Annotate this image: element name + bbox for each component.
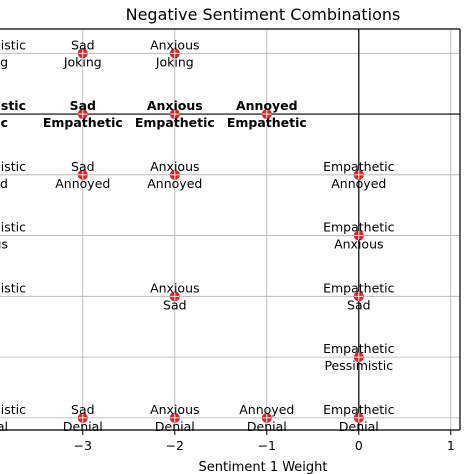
point-label-top: Anxious [150, 159, 199, 174]
point-label-top: Anxious [150, 402, 199, 417]
reference-lines [0, 29, 460, 430]
point-label-top: Empathetic [323, 280, 395, 295]
x-tick-label: −1 [258, 438, 276, 453]
clipped-label-bottom: ial [0, 419, 8, 434]
point-label-bottom: Joking [63, 54, 102, 69]
point-label-bottom: Joking [155, 54, 194, 69]
x-axis-ticks: −3 −2 −1 0 1 [74, 430, 455, 453]
point-label-top: Anxious [150, 280, 199, 295]
point-label-top: Empathetic [323, 159, 395, 174]
point-label-bottom: Empathetic [43, 115, 123, 130]
clipped-label-top: istic [1, 220, 26, 235]
point-label-top: Sad [70, 98, 96, 113]
x-tick-label: −2 [166, 438, 184, 453]
clipped-label-top: istic [1, 37, 26, 52]
point-label-bottom: Annoyed [55, 176, 110, 191]
point-label-bottom: Sad [347, 297, 371, 312]
x-tick-label: −3 [74, 438, 92, 453]
point-label-top: Annoyed [236, 98, 298, 113]
point-label-top: Sad [71, 159, 95, 174]
clipped-label-bottom: g [0, 54, 8, 69]
clipped-label-bottom: ous [0, 237, 8, 252]
plot-area: Sad Joking Anxious Joking Sad Empathetic Anxio… [0, 29, 460, 434]
point-label-bottom: Annoyed [147, 176, 202, 191]
clipped-label-bottom: pathetic [0, 115, 8, 130]
x-tick-label: 1 [447, 438, 455, 453]
point-label-bottom: Annoyed [331, 176, 386, 191]
chart-title: Negative Sentiment Combinations [126, 5, 401, 24]
clipped-label-top: istic [1, 402, 26, 417]
clipped-label-top: istic [1, 280, 26, 295]
data-points [77, 48, 364, 423]
point-label-top: Sad [71, 402, 95, 417]
point-label-top: Empathetic [323, 341, 395, 356]
clipped-label-bottom: yed [0, 176, 8, 191]
point-label-top: Anxious [150, 37, 199, 52]
point-label-bottom: Pessimistic [324, 358, 393, 373]
clipped-label-top: istic [1, 159, 26, 174]
point-label-bottom: Empathetic [227, 115, 307, 130]
point-label-top: Empathetic [323, 402, 395, 417]
clipped-label-top: istic [0, 98, 26, 113]
point-label-bottom: Sad [163, 297, 187, 312]
axes [0, 28, 461, 431]
point-label-top: Annoyed [239, 402, 294, 417]
x-axis-label: Sentiment 1 Weight [198, 460, 327, 474]
point-label-top: Sad [71, 37, 95, 52]
point-label-bottom: Anxious [334, 237, 383, 252]
point-label-top: Anxious [147, 98, 203, 113]
point-label-top: Empathetic [323, 220, 395, 235]
point-label-bottom: Empathetic [135, 115, 215, 130]
x-tick-label: 0 [355, 438, 363, 453]
